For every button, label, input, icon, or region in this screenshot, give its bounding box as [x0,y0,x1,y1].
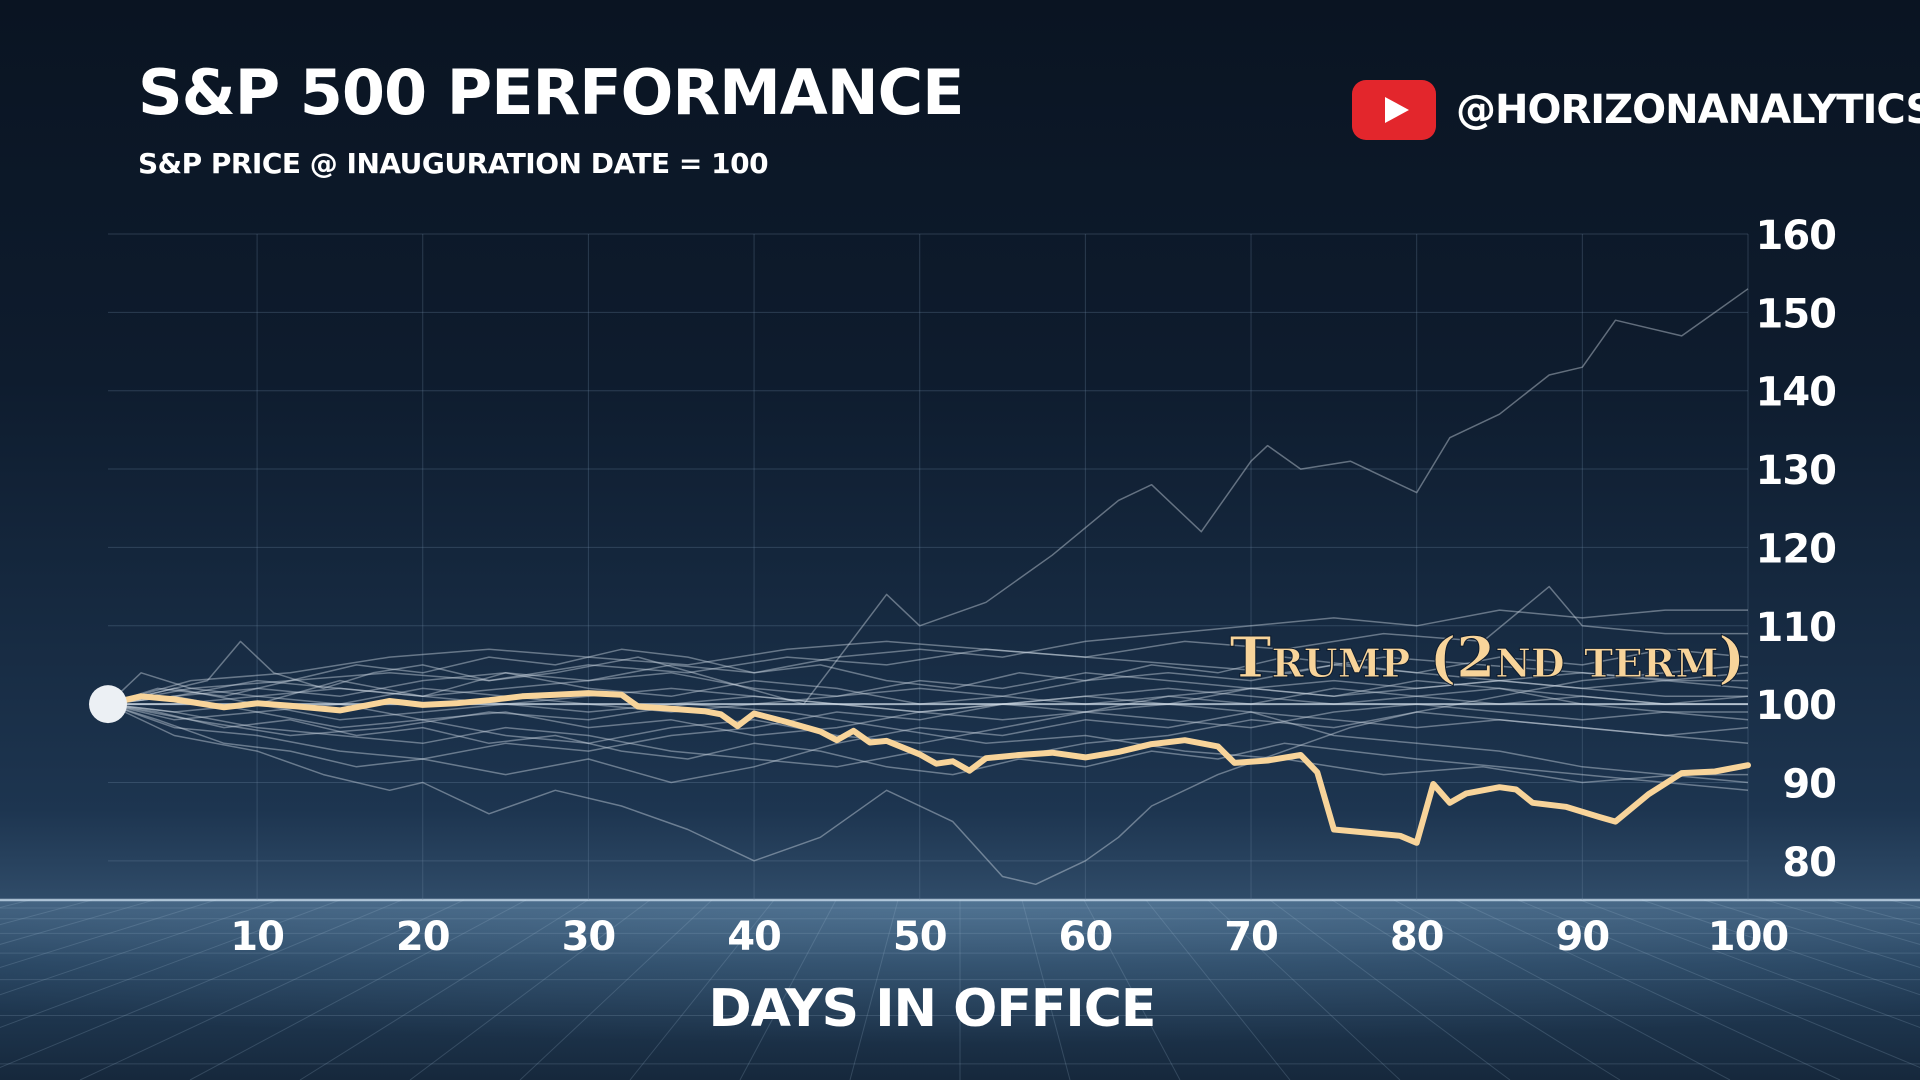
floor-grid-line [1393,899,1731,1080]
floor-grid-line [1331,899,1621,1080]
x-tick-label: 30 [562,914,616,960]
x-axis: 10 20 30 40 50 60 70 80 90 100 [230,914,1789,960]
floor-grid-line [1083,899,1181,1080]
y-tick-label: 120 [1756,526,1837,572]
historical-series-line [107,703,1749,784]
historical-series-line [107,695,1749,737]
floor-grid-line [0,899,341,1029]
x-tick-label: 100 [1708,914,1789,960]
channel-handle: @HORIZONANALYTICS [1456,87,1920,133]
floor-grid-line [1579,899,1920,1029]
floor-grid-line [1021,899,1071,1080]
historical-series-line [107,703,1748,745]
x-axis-label: DAYS IN OFFICE [709,979,1156,1039]
historical-series-line [107,648,1749,705]
floor-grid-line [1765,899,1920,945]
floor-grid-line [849,899,899,1080]
x-tick-label: 90 [1556,914,1610,960]
x-tick-label: 10 [230,914,284,960]
historical-series-line [107,664,1749,886]
x-tick-label: 60 [1059,914,1113,960]
historical-series-line [107,609,1748,705]
highlight-series-group [89,685,1751,846]
y-tick-label: 80 [1782,840,1836,886]
y-tick-label: 90 [1782,761,1836,807]
floor-grid-line [79,899,465,1080]
historical-series-line [107,648,1749,705]
youtube-play-icon [1352,80,1436,140]
floor-grid-line [519,899,713,1080]
floor-grid-line [1641,899,1920,996]
floor-grid-line [1269,899,1511,1080]
y-axis: 80 90 100 110 120 130 140 150 160 [1756,213,1838,886]
chart-grid [108,233,1749,900]
x-tick-label: 50 [893,914,947,960]
x-tick-label: 70 [1224,914,1278,960]
floor-grid-line [1145,899,1291,1080]
floor-grid-line [1455,899,1841,1080]
y-tick-label: 130 [1756,448,1837,494]
floor-grid-line [0,899,279,996]
chart-subtitle: S&P PRICE @ INAUGURATION DATE = 100 [138,147,769,180]
floor-glow [0,900,1920,1080]
historical-series-line [108,687,1749,713]
highlight-series-label: Trump (2nd term) [1230,625,1745,691]
historical-series-line [107,687,1748,760]
historical-series-line [107,672,1749,721]
start-point-marker [89,685,127,724]
floor-grid-line [629,899,775,1080]
y-tick-label: 150 [1756,291,1837,337]
historical-series-line [107,640,1748,705]
x-tick-label: 80 [1390,914,1444,960]
chart-title: S&P 500 PERFORMANCE [138,56,965,129]
floor-grid-line [0,899,155,945]
channel-badge[interactable]: @HORIZONANALYTICS [1352,80,1920,140]
x-tick-label: 20 [396,914,450,960]
floor-grid-line [1517,899,1920,1069]
floor-grid-line [409,899,651,1080]
historical-series-line [107,703,1748,784]
y-tick-label: 110 [1756,605,1837,651]
historical-series-line [107,672,1749,705]
floor-grid-line [1703,899,1920,969]
y-tick-label: 160 [1756,213,1837,259]
y-tick-label: 140 [1756,370,1837,416]
historical-series-line [107,679,1748,737]
floor-grid-line [0,899,403,1069]
y-tick-label: 100 [1756,683,1837,729]
floor-grid-line [739,899,837,1080]
highlight-series-line [105,690,1751,846]
floor-grid-line [0,899,217,969]
historical-series-line [107,703,1749,792]
historical-series-line [107,585,1748,705]
perspective-floor [0,898,1920,1080]
historical-series-group [107,288,1749,886]
floor-grid-line [299,899,589,1080]
floor-grid-line [189,899,527,1080]
x-tick-label: 40 [727,914,781,960]
historical-series-line [107,288,1749,705]
floor-grid-line [1207,899,1401,1080]
